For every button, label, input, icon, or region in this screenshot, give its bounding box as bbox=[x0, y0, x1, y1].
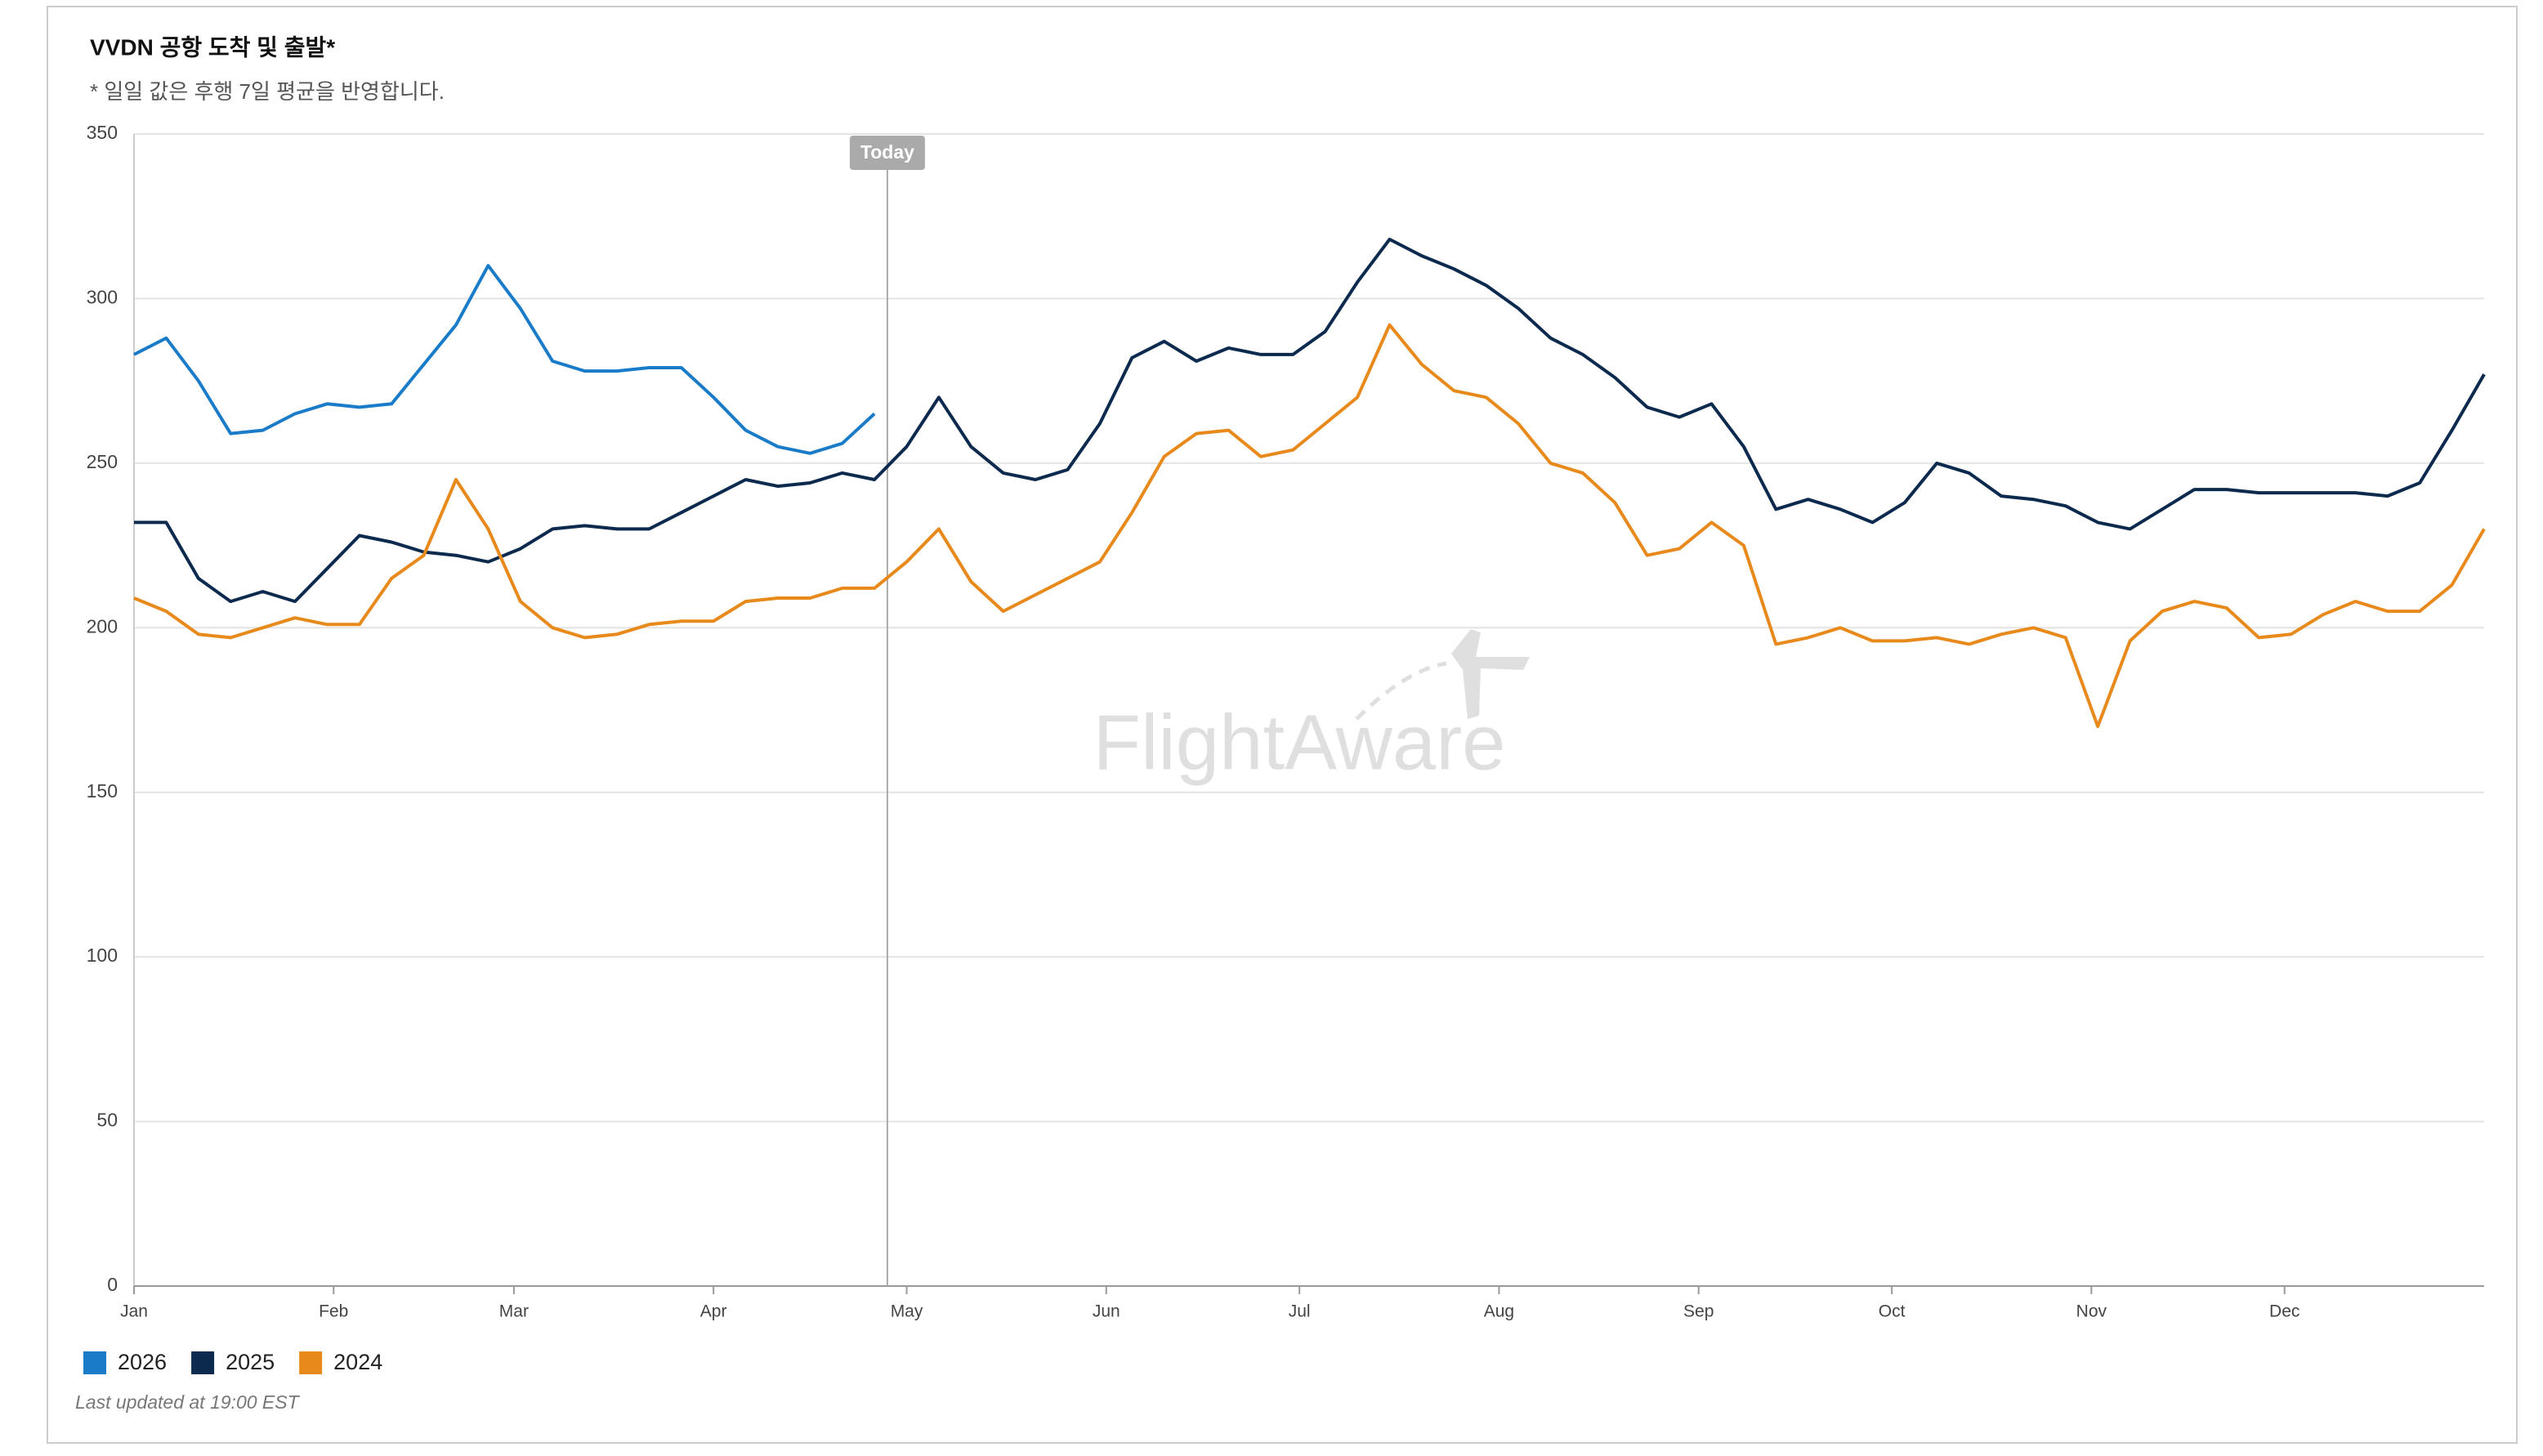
x-tick-label: Mar bbox=[499, 1302, 529, 1321]
legend-label: 2026 bbox=[118, 1350, 167, 1374]
watermark-text: FlightAware bbox=[1093, 699, 1505, 786]
legend-label: 2025 bbox=[226, 1350, 275, 1374]
legend-swatch bbox=[191, 1351, 215, 1374]
x-tick-label: Sep bbox=[1683, 1302, 1714, 1321]
chart-subtitle: * 일일 값은 후행 7일 평균을 반영합니다. bbox=[90, 79, 445, 104]
today-badge bbox=[849, 136, 925, 170]
x-tick-label: Dec bbox=[2269, 1302, 2299, 1321]
chart-title: VVDN 공항 도착 및 출발* bbox=[90, 34, 335, 60]
x-tick-label: Oct bbox=[1879, 1302, 1906, 1321]
y-tick-label: 150 bbox=[87, 780, 118, 802]
plot-area: 0 50 100 150 200 250 300 350 Jan Feb Mar Apr May Jun J… bbox=[83, 122, 2486, 1374]
y-tick-label: 0 bbox=[107, 1274, 118, 1295]
x-tick-label: Jan bbox=[120, 1302, 148, 1321]
x-tick-label: Nov bbox=[2076, 1302, 2107, 1321]
y-tick-label: 350 bbox=[87, 122, 118, 143]
x-tick-label: Aug bbox=[1484, 1302, 1514, 1321]
x-tick-label: May bbox=[891, 1302, 923, 1321]
series-line bbox=[133, 264, 876, 455]
x-tick-label: Apr bbox=[700, 1302, 727, 1321]
watermark: FlightAware bbox=[1093, 629, 1530, 786]
legend-swatch bbox=[299, 1351, 323, 1374]
today-label: Today bbox=[860, 141, 914, 163]
y-tick-label: 250 bbox=[87, 451, 118, 472]
y-tick-label: 300 bbox=[87, 287, 118, 308]
series-line bbox=[133, 323, 2486, 729]
y-tick-label: 200 bbox=[87, 615, 118, 636]
series-line bbox=[134, 237, 2486, 604]
x-tick-label: Jun bbox=[1093, 1302, 1120, 1321]
y-tick-label: 100 bbox=[87, 945, 118, 966]
card bbox=[47, 6, 2518, 1444]
legend-swatch bbox=[83, 1351, 106, 1374]
x-tick-label: Feb bbox=[319, 1302, 348, 1321]
watermark-trail bbox=[1355, 661, 1447, 721]
y-tick-label: 50 bbox=[96, 1110, 118, 1131]
x-tick-label: Jul bbox=[1289, 1302, 1311, 1321]
footnote: Last updated at 19:00 EST bbox=[75, 1391, 301, 1413]
watermark-plane bbox=[1451, 629, 1530, 719]
legend-label: 2024 bbox=[333, 1350, 382, 1374]
